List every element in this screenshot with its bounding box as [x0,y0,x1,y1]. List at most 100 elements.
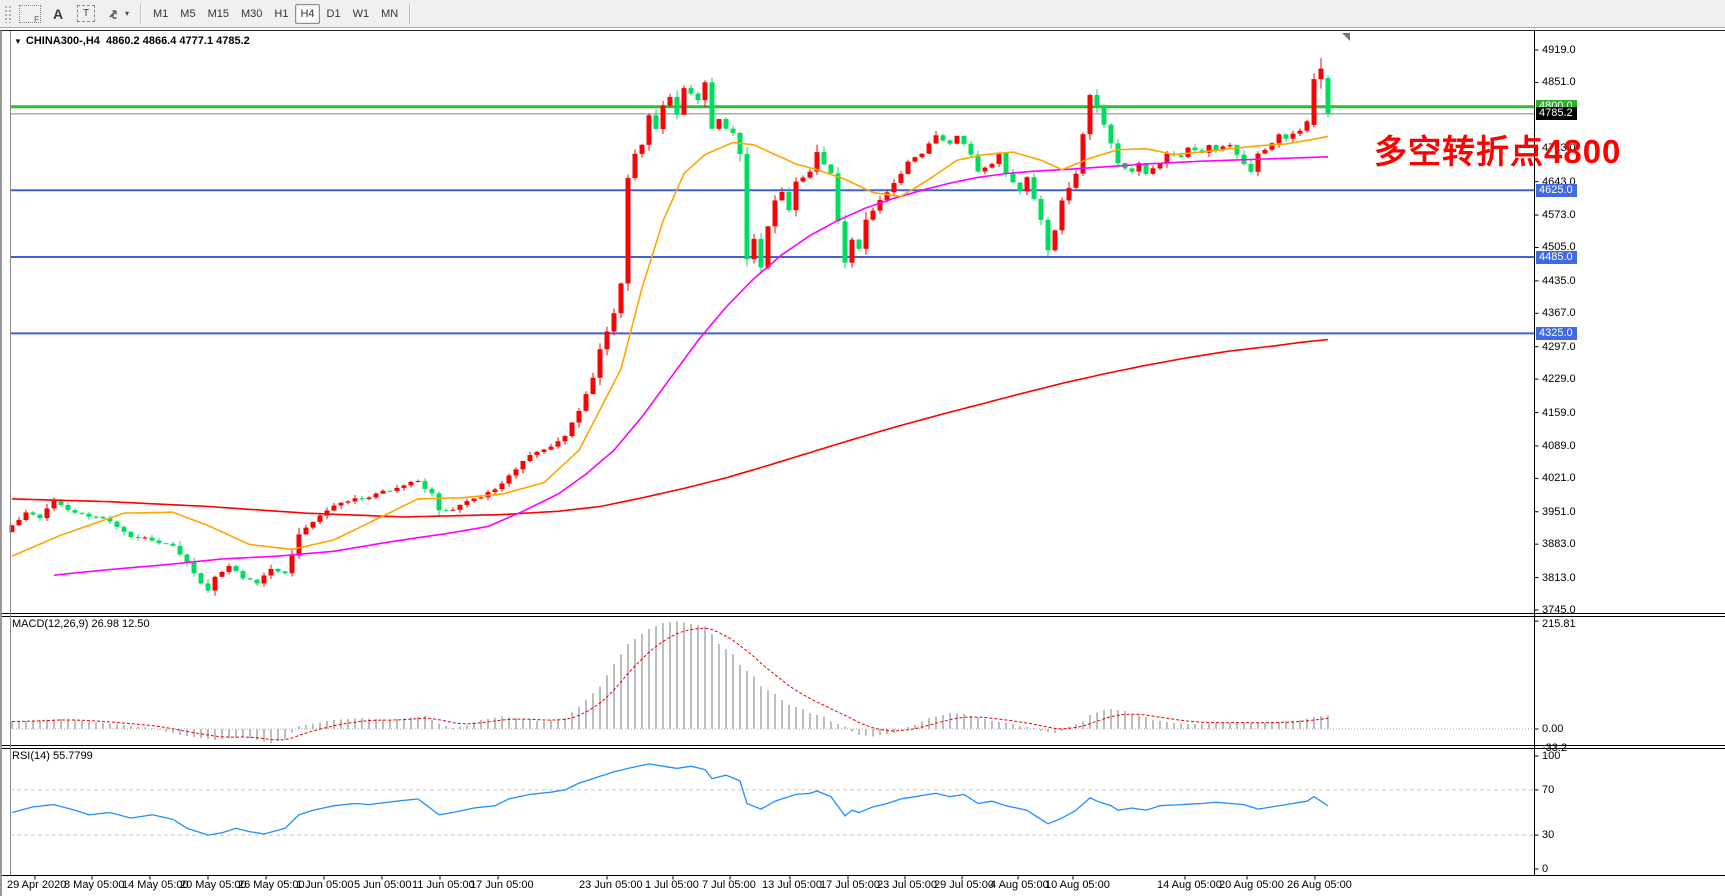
candle-body [394,487,400,491]
candle-body [114,521,120,527]
date-tick-label: 20 Aug 05:00 [1219,879,1284,891]
ma-mid-magenta-line[interactable] [53,156,1329,576]
price-tick-label: 4505.0 [1542,241,1576,254]
chart-canvas[interactable] [2,31,1725,896]
timeframe-button-h4[interactable]: H4 [295,3,320,24]
candle-body [793,181,799,211]
candle-body [1066,187,1072,201]
candle-body [681,88,687,115]
candle-body [1017,182,1023,192]
candle-body [695,93,701,101]
timeframe-button-h1[interactable]: H1 [274,7,289,20]
candle-body [1206,145,1212,153]
price-flag-label: 4785.2 [1536,107,1577,121]
candle-body [1129,168,1135,172]
candle-body [863,219,869,249]
candle-body [380,490,386,494]
candle-body [555,441,561,447]
date-tick-label: 5 Jun 05:00 [354,879,412,891]
date-tick-label: 4 Aug 05:00 [990,879,1049,891]
timeframe-button-mn[interactable]: MN [381,7,399,20]
candle-body [1045,219,1051,251]
autoscroll-corner-icon[interactable] [1342,33,1350,41]
candle-body [366,497,372,500]
ma-slow-red-line[interactable] [11,338,1329,518]
rsi-tick-label: 100 [1542,750,1561,762]
candle-body [828,164,834,174]
candle-body [968,143,974,155]
date-tick-label: 26 Aug 05:00 [1287,879,1352,891]
candle-body [800,177,806,182]
candle-body [51,500,57,509]
candle-body [891,183,897,193]
timeframe-button-m1[interactable]: M1 [153,7,169,20]
toolbar-separator [409,3,412,24]
chart-text-annotation[interactable]: 多空转折点4800 [1374,133,1622,170]
candle-body [1157,163,1163,169]
candle-body [1010,173,1016,183]
candle-body [604,331,610,350]
candle-body [807,171,813,178]
price-tick-label: 4367.0 [1542,307,1576,320]
toolbar-grip[interactable] [4,4,12,23]
price-tick-label: 4713.0 [1542,142,1576,155]
candle-body [450,509,456,511]
candle-body [247,578,253,580]
candle-body [443,510,449,512]
date-tick-label: 10 Aug 05:00 [1045,879,1110,891]
timeframe-button-w1[interactable]: W1 [352,7,370,20]
candle-body [345,501,351,503]
date-tick-label: 23 Jun 05:00 [579,879,643,891]
toolbar-separator [140,3,143,24]
candle-body [121,526,127,532]
date-tick-label: 14 May 05:00 [122,879,189,891]
candle-body [1080,134,1086,174]
candle-body [1185,147,1191,157]
symbol-name: CHINA300-,H4 [25,35,100,47]
cycle-arrows-button[interactable]: ▾ [102,4,134,24]
candle-body [786,192,792,211]
rsi-tick-label: 70 [1542,783,1555,796]
candle-body [58,500,64,505]
chevron-down-icon[interactable]: ▼ [14,37,22,46]
chart-window[interactable]: ▼ CHINA300-,H4 4860.2 4866.4 4777.1 4785.… [0,30,1725,896]
text-box-button[interactable]: T [72,4,100,24]
candle-body [709,82,715,129]
candle-body [205,583,211,591]
rsi-line [11,763,1329,836]
candle-body [1052,230,1058,251]
candle-body [1248,163,1254,172]
price-tick-label: 4021.0 [1542,472,1576,485]
symbol-ohlc-line: ▼ CHINA300-,H4 4860.2 4866.4 4777.1 4785.… [14,35,250,48]
candle-body [765,226,771,268]
text-label-button[interactable]: A [46,4,70,24]
price-tick-label: 3813.0 [1542,571,1576,584]
candle-body [457,504,463,510]
timeframe-button-m15[interactable]: M15 [207,7,229,20]
candle-body [429,488,435,494]
candle-body [926,143,932,154]
candle-body [149,537,155,541]
timeframe-button-m30[interactable]: M30 [240,7,263,20]
candles-layer [9,58,1331,596]
ma-fast-orange-line[interactable] [11,135,1329,557]
candle-body [597,349,603,378]
candle-body [499,483,505,490]
indicator-grid-icon[interactable]: F [19,4,41,24]
price-tick-label: 4851.0 [1542,76,1576,89]
candle-body [1150,168,1156,174]
candle-body [359,498,365,500]
price-tick-label: 4229.0 [1542,373,1576,386]
candle-body [842,221,848,263]
candle-body [44,508,50,519]
candle-body [667,96,673,106]
date-tick-label: 29 Jul 05:00 [934,879,994,891]
timeframe-button-d1[interactable]: D1 [326,7,341,20]
candle-body [646,115,652,145]
candle-body [590,377,596,395]
date-tick-label: 17 Jul 05:00 [820,879,880,891]
candle-body [142,537,148,539]
candle-body [135,537,141,539]
rsi-tick-label: 30 [1542,829,1555,842]
timeframe-button-m5[interactable]: M5 [180,7,196,20]
